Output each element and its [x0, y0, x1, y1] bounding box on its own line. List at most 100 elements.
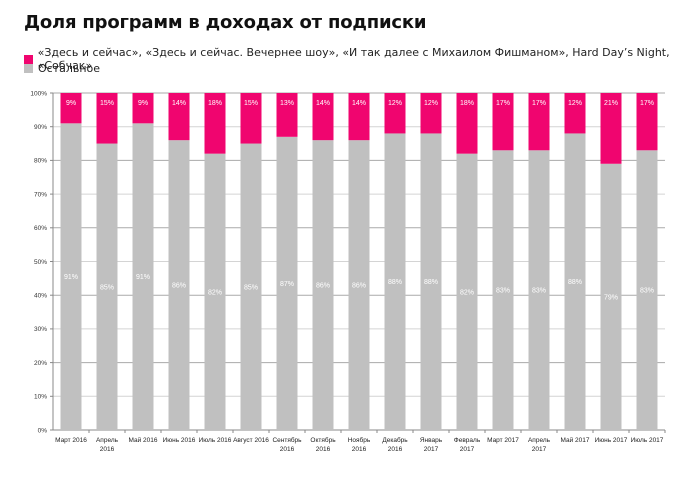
bar-segment-other [492, 150, 514, 431]
y-tick-label: 80% [34, 158, 47, 165]
y-tick-label: 0% [38, 427, 48, 434]
y-tick-label: 100% [30, 90, 47, 97]
data-label: 83% [640, 288, 654, 295]
bar-segment-other [60, 123, 82, 430]
data-label: 88% [424, 279, 438, 286]
bar-segment-programs [420, 93, 442, 134]
x-tick-label: Октябрь [310, 436, 336, 444]
y-tick-label: 20% [34, 360, 47, 367]
bar-segment-other [312, 140, 334, 430]
legend-swatch-programs [24, 54, 33, 64]
bar-segment-other [600, 163, 622, 430]
data-label: 86% [316, 283, 330, 290]
data-label: 14% [172, 100, 186, 107]
bar-segment-other [348, 140, 370, 430]
bar-segment-programs [96, 93, 118, 144]
data-label: 17% [640, 100, 654, 107]
x-tick-label: Декабрь [382, 436, 408, 444]
x-tick-label: 2016 [100, 446, 115, 453]
bar-segment-other [420, 133, 442, 430]
x-tick-label: Сентябрь [272, 436, 302, 444]
bar-segment-programs [204, 93, 226, 154]
bar-segment-programs [132, 93, 154, 124]
bar-segment-programs [60, 93, 82, 124]
x-tick-label: Апрель [528, 437, 551, 444]
bar-segment-programs [492, 93, 514, 151]
x-tick-label: 2016 [280, 446, 295, 453]
data-label: 85% [244, 284, 258, 291]
bar-segment-programs [348, 93, 370, 141]
x-tick-label: 2017 [532, 446, 547, 453]
data-label: 18% [460, 100, 474, 107]
data-label: 85% [100, 284, 114, 291]
bar-segment-programs [528, 93, 550, 151]
data-label: 83% [532, 288, 546, 295]
legend-swatch-other [24, 64, 33, 73]
bar-segment-programs [312, 93, 334, 141]
data-label: 9% [138, 100, 148, 107]
x-tick-label: Июль 2017 [631, 437, 664, 444]
data-label: 17% [496, 100, 510, 107]
bar-segment-other [384, 133, 406, 430]
data-label: 82% [208, 289, 222, 296]
x-tick-label: Апрель [96, 437, 119, 444]
data-label: 14% [316, 100, 330, 107]
bar-segment-programs [168, 93, 190, 141]
data-label: 17% [532, 100, 546, 107]
data-label: 91% [64, 274, 78, 281]
y-tick-label: 70% [34, 191, 47, 198]
x-tick-label: 2016 [316, 446, 331, 453]
y-tick-label: 10% [34, 394, 47, 401]
bar-segment-other [636, 150, 658, 431]
data-label: 21% [604, 100, 618, 107]
bar-segment-other [456, 153, 478, 430]
x-tick-label: Февраль [454, 437, 481, 444]
data-label: 15% [244, 100, 258, 107]
data-label: 15% [100, 100, 114, 107]
data-label: 79% [604, 294, 618, 301]
x-tick-label: Март 2016 [55, 437, 87, 444]
data-label: 12% [388, 100, 402, 107]
data-label: 9% [66, 100, 76, 107]
data-label: 86% [172, 283, 186, 290]
y-tick-label: 40% [34, 293, 47, 300]
data-label: 87% [280, 281, 294, 288]
bar-segment-other [528, 150, 550, 431]
chart-title: Доля программ в доходах от подписки [24, 12, 427, 33]
data-label: 86% [352, 283, 366, 290]
x-tick-label: 2017 [460, 446, 475, 453]
legend-label-other: Остальное [38, 62, 101, 75]
data-label: 13% [280, 100, 294, 107]
data-label: 88% [568, 279, 582, 286]
bar-segment-programs [600, 93, 622, 164]
x-tick-label: Август 2016 [233, 437, 269, 444]
y-tick-label: 50% [34, 259, 47, 266]
bar-segment-other [132, 123, 154, 430]
data-label: 88% [388, 279, 402, 286]
bar-segment-other [168, 140, 190, 430]
bar-segment-programs [456, 93, 478, 154]
bar-segment-programs [564, 93, 586, 134]
data-label: 91% [136, 274, 150, 281]
x-tick-label: Июнь 2017 [595, 437, 628, 444]
bar-segment-programs [384, 93, 406, 134]
x-tick-label: Июнь 2016 [163, 437, 196, 444]
x-tick-label: Май 2016 [129, 436, 158, 444]
y-tick-label: 60% [34, 225, 47, 232]
data-label: 83% [496, 288, 510, 295]
x-tick-label: Январь [420, 437, 443, 444]
bar-segment-programs [240, 93, 262, 144]
data-label: 18% [208, 100, 222, 107]
bar-segment-other [204, 153, 226, 430]
x-tick-label: 2017 [424, 446, 439, 453]
x-tick-label: Март 2017 [487, 437, 519, 444]
bar-segment-programs [636, 93, 658, 151]
y-tick-label: 30% [34, 326, 47, 333]
data-label: 12% [568, 100, 582, 107]
x-tick-label: 2016 [352, 446, 367, 453]
data-label: 14% [352, 100, 366, 107]
bar-segment-programs [276, 93, 298, 137]
bar-segment-other [564, 133, 586, 430]
legend-item-other: Остальное [24, 62, 100, 75]
